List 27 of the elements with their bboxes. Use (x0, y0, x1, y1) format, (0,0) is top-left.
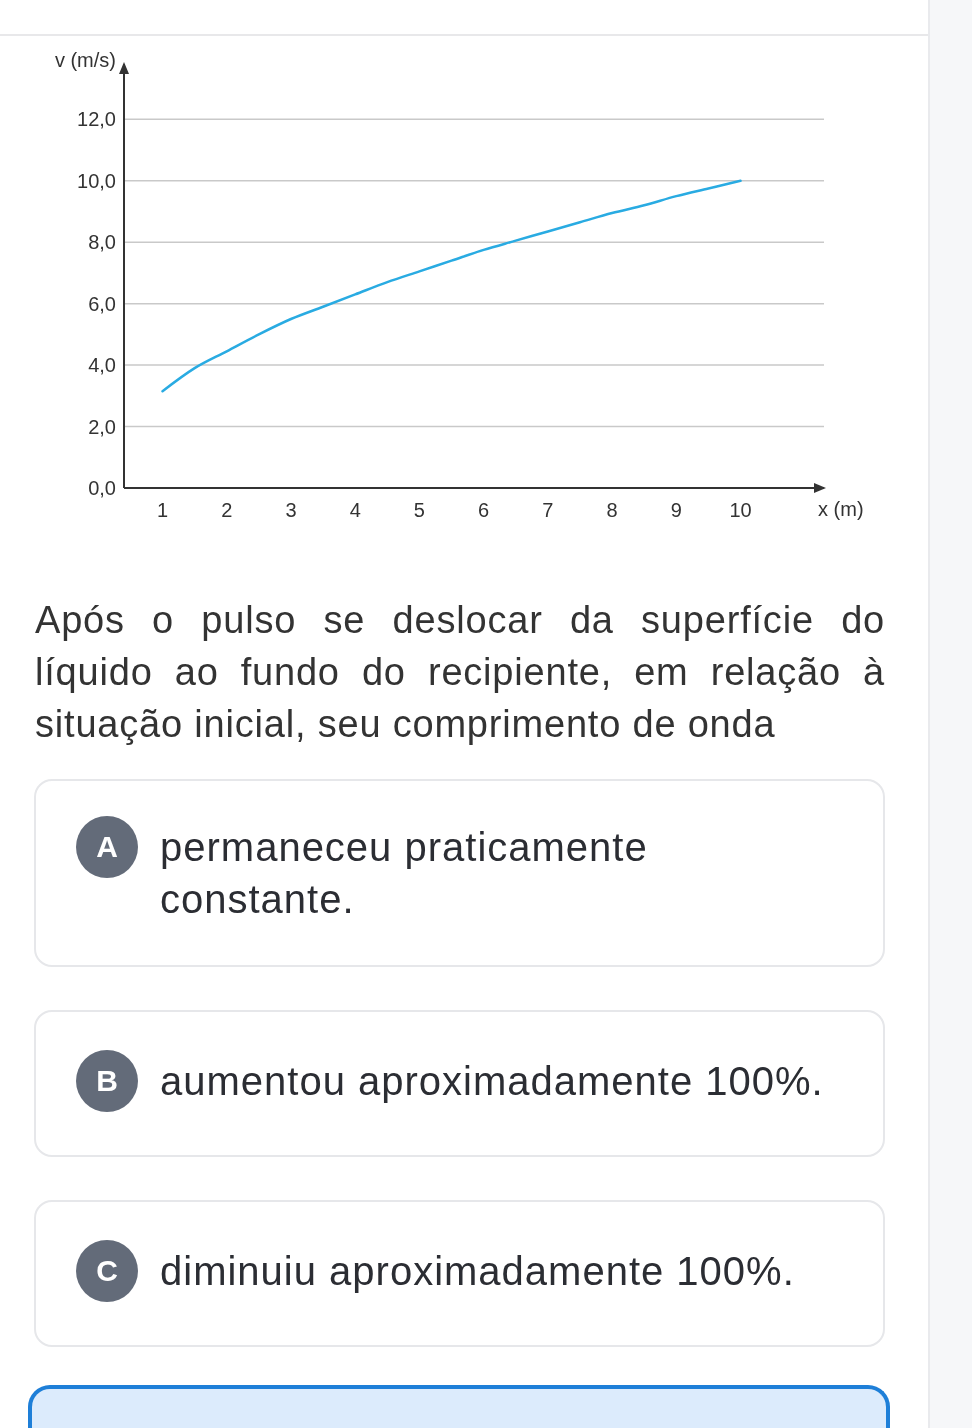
line-series (161, 179, 742, 393)
x-tick-label: 10 (729, 499, 752, 522)
letter-badge: B (76, 1050, 138, 1112)
text: Após o pulso se deslocar da superfície do líquido ao fundo do recipiente, em relação à situação inicial, seu comprimento de onda (35, 598, 885, 747)
x-tick-label: 4 (349, 499, 361, 522)
letter-badge: C (76, 1240, 138, 1302)
x-axis-title: x (m) (818, 498, 864, 521)
y-tick-label: 0,0 (88, 477, 116, 500)
y-axis-title: v (m/s) (54, 49, 116, 72)
y-tick-label: 10,0 (77, 169, 116, 192)
y-tick-label: 2,0 (88, 415, 116, 438)
x-tick-label: 5 (413, 499, 425, 522)
x-tick-label: 9 (670, 499, 682, 522)
x-tick-label: 8 (606, 499, 618, 522)
x-tick-label: 3 (285, 499, 297, 522)
option-card: A permaneceu praticamente constante. (34, 779, 885, 967)
x-tick-label: 2 (221, 499, 233, 522)
x-tick-label: 7 (542, 499, 554, 522)
option-card: C diminuiu aproximadamente 100%. (34, 1200, 885, 1347)
y-tick-label: 8,0 (88, 231, 116, 254)
y-tick-label: 4,0 (88, 354, 116, 377)
letter-badge: A (76, 816, 138, 878)
option-card: B aumentou aproximadamente 100%. (34, 1010, 885, 1157)
x-tick-label: 6 (478, 499, 490, 522)
y-tick-label: 12,0 (77, 108, 116, 131)
y-tick-label: 6,0 (88, 292, 116, 315)
x-tick-label: 1 (156, 499, 169, 522)
